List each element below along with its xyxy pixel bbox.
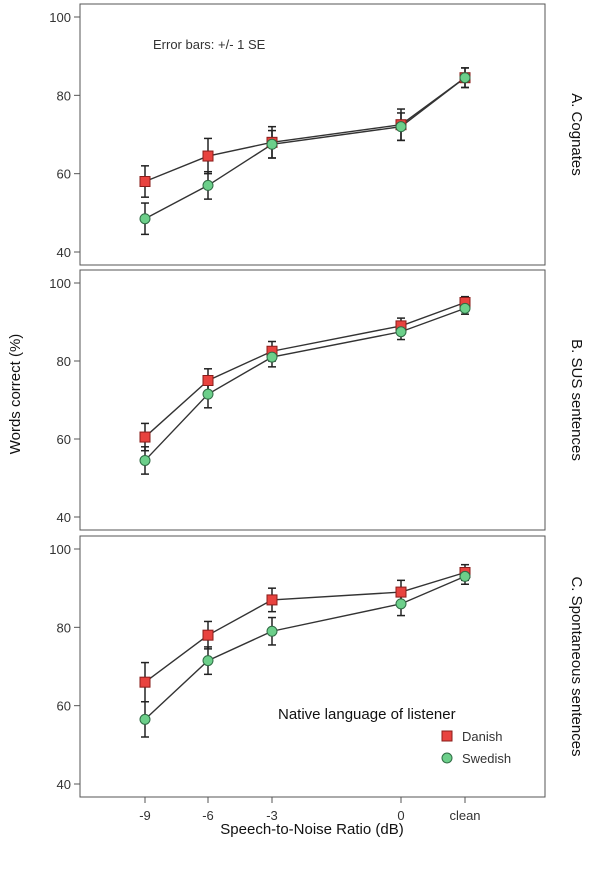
series-line-danish: [144, 301, 466, 438]
y-tick-label: 80: [57, 88, 71, 103]
point-swedish: [266, 138, 278, 150]
point-danish: [395, 586, 407, 598]
x-tick-label: -9: [139, 808, 151, 823]
series-line-swedish: [144, 77, 466, 220]
panel-frame: [79, 3, 546, 266]
panel-1: 40 60 80 100 A. Cognates Error bars: +/- 1 SE: [49, 3, 585, 266]
y-tick-label: 60: [57, 432, 71, 447]
legend-marker-swedish: [441, 752, 453, 764]
point-swedish: [139, 213, 151, 225]
point-danish: [139, 676, 151, 688]
x-tick-label: -6: [202, 808, 214, 823]
panels: 40 60 80 100 A. Cognates Error bars: +/- 1 SE…: [49, 3, 585, 823]
series-line-danish: [144, 571, 466, 683]
point-swedish: [139, 713, 151, 725]
point-danish: [202, 150, 214, 162]
panel-title: C. Spontaneous sentences: [568, 576, 585, 756]
y-tick-label: 100: [49, 10, 71, 25]
y-tick-label: 100: [49, 542, 71, 557]
series-line-danish: [144, 77, 466, 183]
y-tick-label: 40: [57, 777, 71, 792]
point-danish: [139, 176, 151, 187]
y-tick-label: 60: [57, 699, 71, 714]
x-tick-label: 0: [397, 808, 404, 823]
y-tick-label: 40: [57, 510, 71, 525]
y-tick-label: 40: [57, 245, 71, 260]
point-danish: [202, 375, 214, 386]
legend-title: Native language of listener: [278, 706, 456, 723]
x-tick-label: -3: [266, 808, 278, 823]
point-swedish: [202, 179, 214, 191]
point-danish: [266, 594, 278, 606]
point-swedish: [202, 655, 214, 667]
point-swedish: [459, 72, 471, 84]
point-swedish: [459, 302, 471, 314]
panel-3: 40 60 80 100 C. Spontaneous sentences -9 -6 -3 0…: [49, 535, 585, 823]
point-swedish: [459, 570, 471, 582]
panel-title: A. Cognates: [568, 93, 585, 176]
point-swedish: [395, 121, 407, 133]
point-danish: [202, 629, 214, 641]
panel-2: 40 60 80 100 B. SUS sentences: [49, 269, 585, 531]
y-tick-label: 80: [57, 354, 71, 369]
point-swedish: [266, 351, 278, 363]
legend-label-danish: Danish: [462, 729, 502, 744]
series-line-swedish: [144, 307, 466, 461]
x-tick-label: clean: [449, 808, 480, 823]
y-tick-label: 80: [57, 620, 71, 635]
legend-marker-danish: [441, 730, 453, 742]
y-tick-label: 100: [49, 276, 71, 291]
panel-title: B. SUS sentences: [568, 339, 585, 461]
legend-label-swedish: Swedish: [462, 751, 511, 766]
panel-frame: [79, 535, 546, 798]
point-swedish: [139, 454, 151, 466]
point-danish: [139, 431, 151, 443]
point-swedish: [395, 598, 407, 610]
y-axis-label: Words correct (%): [7, 334, 24, 455]
point-swedish: [202, 388, 214, 400]
panel-frame: [79, 269, 546, 531]
point-swedish: [395, 326, 407, 338]
error-bar-note: Error bars: +/- 1 SE: [153, 37, 266, 52]
point-swedish: [266, 625, 278, 637]
x-axis-label: Speech-to-Noise Ratio (dB): [220, 821, 403, 838]
y-tick-label: 60: [57, 167, 71, 182]
